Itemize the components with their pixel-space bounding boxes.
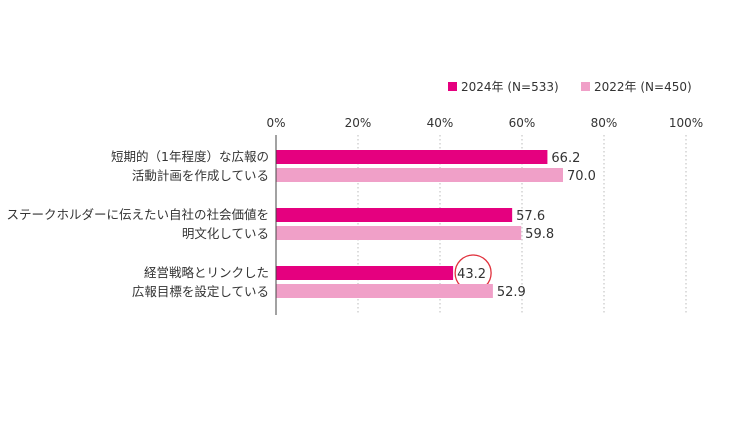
category-label: 明文化している bbox=[182, 226, 269, 241]
legend-swatch bbox=[581, 82, 590, 91]
data-label: 52.9 bbox=[497, 285, 526, 300]
category-label: 広報目標を設定している bbox=[132, 284, 269, 299]
legend-label: 2024年 (N=533) bbox=[461, 80, 559, 94]
category-label: 活動計画を作成している bbox=[132, 168, 269, 183]
legend-swatch bbox=[448, 82, 457, 91]
bar bbox=[276, 284, 493, 298]
x-tick-label: 100% bbox=[669, 116, 703, 130]
bar bbox=[276, 226, 522, 240]
data-label: 59.8 bbox=[525, 227, 554, 242]
data-label: 70.0 bbox=[567, 169, 596, 184]
x-tick-label: 20% bbox=[345, 116, 372, 130]
data-label: 66.2 bbox=[551, 151, 580, 166]
x-tick-label: 60% bbox=[509, 116, 536, 130]
x-tick-label: 40% bbox=[427, 116, 454, 130]
x-tick-label: 0% bbox=[266, 116, 285, 130]
category-label: 経営戦略とリンクした bbox=[144, 265, 269, 280]
bar bbox=[276, 168, 563, 182]
legend-label: 2022年 (N=450) bbox=[594, 80, 692, 94]
bar bbox=[276, 266, 454, 280]
bar bbox=[276, 150, 548, 164]
x-tick-label: 80% bbox=[591, 116, 618, 130]
data-label: 43.2 bbox=[457, 267, 486, 282]
category-label: 短期的（1年程度）な広報の bbox=[111, 149, 269, 164]
bar bbox=[276, 208, 513, 222]
category-label: ステークホルダーに伝えたい自社の社会価値を bbox=[6, 207, 269, 222]
data-label: 57.6 bbox=[516, 209, 545, 224]
